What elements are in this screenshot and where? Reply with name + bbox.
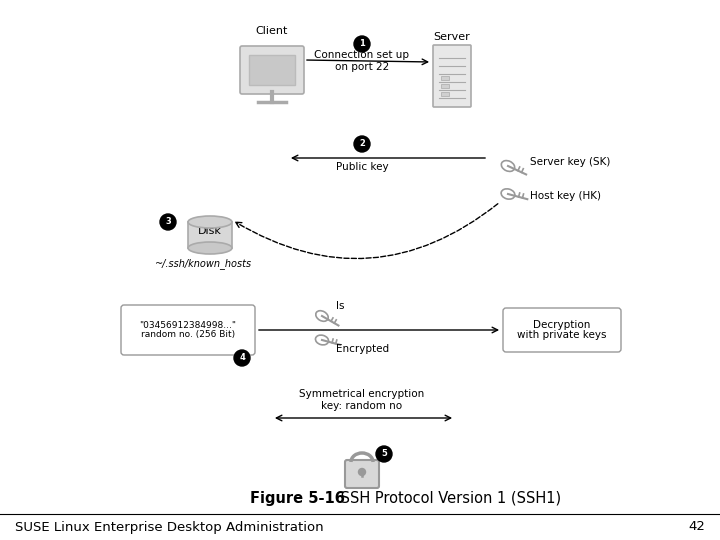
FancyBboxPatch shape [121, 305, 255, 355]
Text: Encrypted: Encrypted [336, 344, 389, 354]
Polygon shape [188, 222, 232, 248]
Circle shape [359, 469, 366, 476]
Text: 2: 2 [359, 139, 365, 148]
Text: ~/.ssh/known_hosts: ~/.ssh/known_hosts [155, 259, 252, 269]
Text: Disk: Disk [198, 226, 222, 236]
Circle shape [160, 214, 176, 230]
Text: 5: 5 [381, 449, 387, 458]
FancyBboxPatch shape [249, 55, 295, 85]
Text: Is: Is [336, 301, 344, 311]
Text: Server key (SK): Server key (SK) [530, 157, 611, 167]
Text: 3: 3 [165, 218, 171, 226]
Circle shape [354, 136, 370, 152]
FancyBboxPatch shape [503, 308, 621, 352]
FancyBboxPatch shape [345, 460, 379, 488]
Text: SSH Protocol Version 1 (SSH1): SSH Protocol Version 1 (SSH1) [336, 490, 561, 505]
Text: Symmetrical encryption: Symmetrical encryption [300, 389, 425, 399]
FancyBboxPatch shape [433, 45, 471, 107]
Circle shape [376, 446, 392, 462]
Text: Client: Client [256, 26, 288, 36]
FancyBboxPatch shape [441, 76, 449, 80]
Text: with private keys: with private keys [517, 329, 607, 340]
Text: 4: 4 [239, 354, 245, 362]
Text: Decryption: Decryption [534, 321, 590, 330]
Text: Figure 5-16: Figure 5-16 [250, 490, 345, 505]
FancyBboxPatch shape [240, 46, 304, 94]
Text: "03456912384998...": "03456912384998..." [140, 321, 236, 330]
Text: random no. (256 Bit): random no. (256 Bit) [141, 330, 235, 339]
Text: key: random no: key: random no [321, 401, 402, 411]
FancyBboxPatch shape [441, 92, 449, 96]
Text: Server: Server [433, 32, 470, 42]
Text: Public key: Public key [336, 162, 388, 172]
Text: SUSE Linux Enterprise Desktop Administration: SUSE Linux Enterprise Desktop Administra… [15, 521, 323, 534]
Ellipse shape [188, 242, 232, 254]
Text: Host key (HK): Host key (HK) [530, 191, 601, 201]
Text: 1: 1 [359, 39, 365, 49]
Text: on port 22: on port 22 [335, 62, 389, 72]
Text: Connection set up: Connection set up [315, 50, 410, 60]
Text: 42: 42 [688, 521, 705, 534]
Circle shape [234, 350, 250, 366]
Circle shape [354, 36, 370, 52]
Ellipse shape [188, 216, 232, 228]
FancyBboxPatch shape [441, 84, 449, 88]
